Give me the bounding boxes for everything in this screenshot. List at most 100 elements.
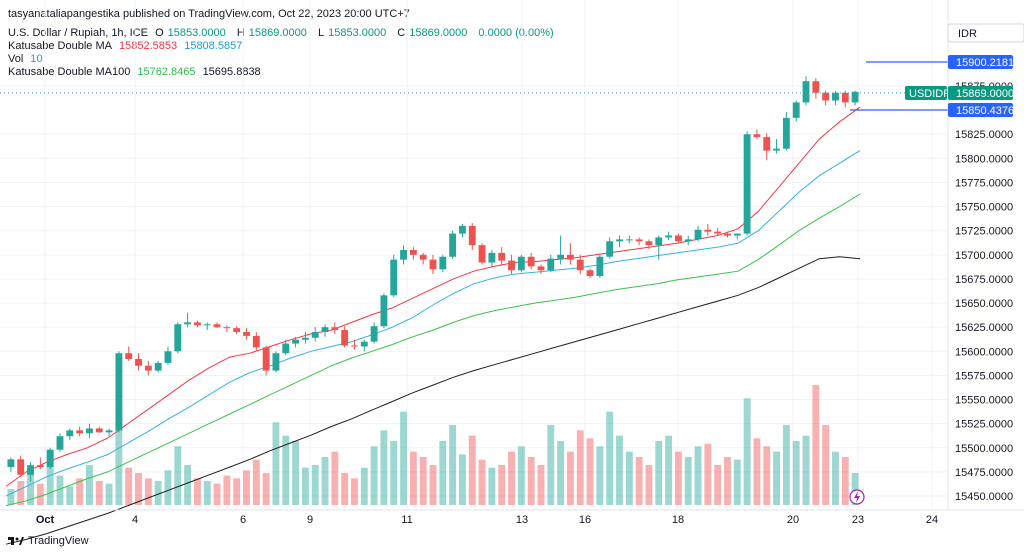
volume-bar — [233, 478, 241, 505]
volume-bar — [792, 441, 800, 505]
ma-legend: Katusabe Double MA 15852.5853 15808.5857 — [8, 40, 246, 53]
candle — [714, 227, 722, 236]
moving-averages — [5, 106, 861, 545]
candle — [488, 250, 496, 267]
volume-bar — [36, 483, 44, 505]
volume-bar — [478, 459, 486, 505]
candle — [429, 254, 437, 275]
candle — [292, 336, 300, 348]
time-tick: 20 — [787, 514, 799, 526]
candle — [105, 428, 113, 437]
volume-bar — [105, 483, 113, 505]
volume-bar — [400, 411, 407, 505]
volume-bars — [7, 385, 859, 505]
candle — [566, 243, 574, 265]
volume-legend: Vol 10 — [8, 53, 47, 66]
volume-bar — [832, 451, 839, 505]
volume-bar — [684, 457, 692, 505]
volume-bar — [498, 465, 506, 505]
open-label: O — [155, 27, 164, 39]
candle — [832, 90, 839, 106]
candle — [154, 360, 162, 373]
volume-bar — [429, 465, 437, 505]
volume-bar — [645, 465, 653, 505]
candle — [233, 326, 241, 334]
candle — [223, 325, 231, 332]
volume-bar — [184, 465, 192, 505]
footer-brand[interactable]: TradingView — [8, 535, 89, 547]
price-tick: 15550.0000 — [955, 395, 1013, 407]
price-tick: 15450.0000 — [955, 491, 1013, 503]
publisher-caption: tasyanataliapangestika published on Trad… — [8, 8, 410, 20]
candle — [478, 243, 486, 265]
price-axis[interactable]: 15450.0000 15475.0000 15500.0000 15525.0000… — [955, 81, 1013, 503]
price-tick: 15650.0000 — [955, 298, 1013, 310]
volume-bar — [390, 441, 398, 505]
candle — [665, 231, 673, 241]
price-tick: 15500.0000 — [955, 443, 1013, 455]
candle — [674, 233, 682, 244]
candle — [527, 252, 535, 270]
candle — [66, 428, 74, 441]
price-tick: 15675.0000 — [955, 274, 1013, 286]
candle — [272, 351, 280, 373]
volume-bar — [419, 457, 427, 505]
candle — [782, 112, 790, 151]
candle — [135, 353, 142, 371]
candle — [655, 235, 663, 260]
volume-bar — [616, 435, 623, 505]
volume-bar — [56, 475, 64, 505]
symbol-legend: U.S. Dollar / Rupiah, 1h, ICE O 15853.000… — [8, 27, 558, 40]
candle — [125, 346, 133, 361]
volume-bar — [17, 481, 25, 505]
volume-value: 10 — [30, 53, 43, 65]
time-tick: 11 — [401, 514, 412, 526]
volume-bar — [763, 446, 771, 505]
close-value: C 15869.0000 — [397, 27, 471, 39]
volume-bar — [665, 435, 673, 505]
candle — [508, 254, 515, 275]
candle — [56, 433, 64, 452]
candle — [86, 423, 93, 439]
candle — [341, 326, 349, 348]
open-value: O 15853.0000 — [155, 27, 230, 39]
low-value: L 15853.0000 — [318, 27, 390, 39]
lower-price-text: 15850.4376 — [956, 105, 1014, 117]
volume-bar — [753, 438, 761, 505]
volume-bar — [203, 481, 211, 505]
volume-bar — [851, 473, 859, 505]
lightning-icon[interactable] — [849, 489, 865, 505]
candle — [184, 312, 192, 328]
currency-box[interactable] — [947, 23, 1024, 43]
price-tick: 15800.0000 — [955, 153, 1013, 165]
candle — [773, 139, 780, 154]
volume-bar — [135, 473, 142, 505]
candle — [311, 327, 319, 342]
candle — [596, 254, 604, 278]
candle — [498, 247, 506, 265]
volume-bar — [154, 481, 162, 505]
candle — [576, 254, 584, 275]
price-tick: 15600.0000 — [955, 346, 1013, 358]
last-price-tag — [948, 86, 1013, 100]
price-tick: 15525.0000 — [955, 419, 1013, 431]
low-label: L — [317, 27, 325, 39]
candle — [812, 78, 820, 99]
price-tick: 15825.0000 — [955, 129, 1013, 141]
time-axis[interactable]: Oct 4 6 9 11 13 16 18 20 23 24 — [36, 514, 938, 526]
candle — [115, 351, 123, 433]
volume-bar — [76, 478, 84, 505]
volume-bar — [773, 451, 780, 505]
tradingview-logo-icon — [8, 537, 24, 545]
volume-bar — [243, 470, 250, 505]
volume-bar — [321, 457, 329, 505]
candle — [753, 129, 761, 140]
candle — [360, 339, 368, 352]
ma100-legend: Katusabe Double MA100 15762.8465 15695.8… — [8, 66, 265, 79]
volume-bar — [7, 489, 15, 505]
candle — [301, 332, 309, 344]
volume-bar — [252, 459, 260, 505]
candle — [380, 293, 388, 329]
candle — [459, 223, 466, 238]
